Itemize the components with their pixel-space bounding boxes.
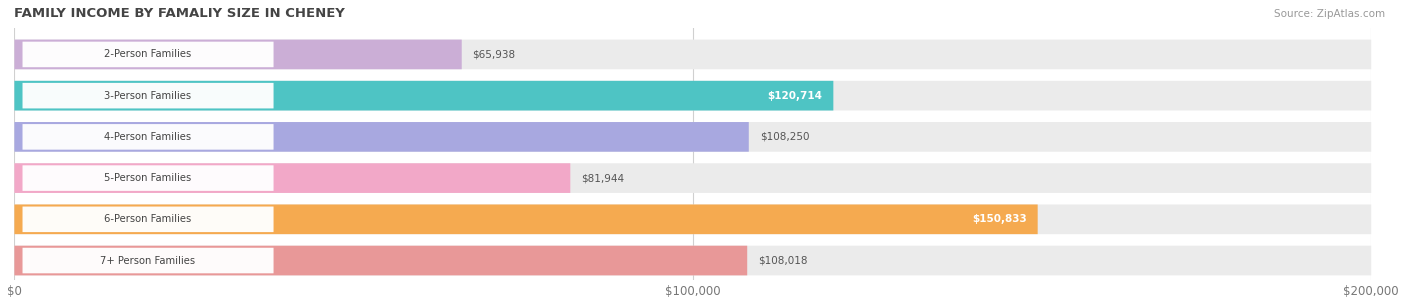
FancyBboxPatch shape xyxy=(14,246,747,275)
Text: 4-Person Families: 4-Person Families xyxy=(104,132,191,142)
Text: 2-Person Families: 2-Person Families xyxy=(104,49,191,59)
FancyBboxPatch shape xyxy=(14,81,1371,110)
FancyBboxPatch shape xyxy=(22,124,274,150)
Text: $120,714: $120,714 xyxy=(768,91,823,101)
FancyBboxPatch shape xyxy=(14,204,1371,234)
Text: 6-Person Families: 6-Person Families xyxy=(104,214,191,224)
Text: $108,018: $108,018 xyxy=(758,256,807,266)
Text: 5-Person Families: 5-Person Families xyxy=(104,173,191,183)
FancyBboxPatch shape xyxy=(14,81,834,110)
Text: 3-Person Families: 3-Person Families xyxy=(104,91,191,101)
FancyBboxPatch shape xyxy=(14,204,1038,234)
FancyBboxPatch shape xyxy=(22,42,274,67)
FancyBboxPatch shape xyxy=(14,246,1371,275)
FancyBboxPatch shape xyxy=(14,122,1371,152)
FancyBboxPatch shape xyxy=(22,83,274,109)
Text: $150,833: $150,833 xyxy=(972,214,1026,224)
Text: $81,944: $81,944 xyxy=(581,173,624,183)
FancyBboxPatch shape xyxy=(14,122,749,152)
Text: 7+ Person Families: 7+ Person Families xyxy=(100,256,195,266)
FancyBboxPatch shape xyxy=(14,163,571,193)
FancyBboxPatch shape xyxy=(22,248,274,273)
FancyBboxPatch shape xyxy=(14,163,1371,193)
Text: $65,938: $65,938 xyxy=(472,49,516,59)
Text: FAMILY INCOME BY FAMALIY SIZE IN CHENEY: FAMILY INCOME BY FAMALIY SIZE IN CHENEY xyxy=(14,7,346,20)
FancyBboxPatch shape xyxy=(14,40,461,69)
FancyBboxPatch shape xyxy=(14,40,1371,69)
Text: Source: ZipAtlas.com: Source: ZipAtlas.com xyxy=(1274,9,1385,19)
Text: $108,250: $108,250 xyxy=(759,132,808,142)
FancyBboxPatch shape xyxy=(22,165,274,191)
FancyBboxPatch shape xyxy=(22,206,274,232)
